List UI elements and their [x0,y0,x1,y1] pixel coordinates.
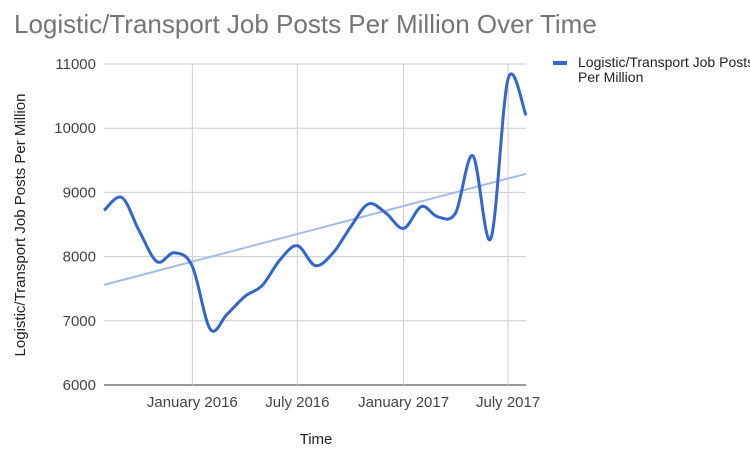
series-line [102,72,528,333]
y-tick-label: 8000 [63,249,96,266]
trendline-layer [103,172,527,286]
legend-label: Logistic/Transport Job Posts Per Million [578,54,750,85]
grid [104,63,526,386]
y-tick-label: 9000 [63,184,96,201]
y-tick-label: 11000 [55,56,96,73]
x-axis-label: Time [300,431,333,448]
x-tick-label: July 2017 [476,394,540,411]
y-tick-label: 7000 [63,313,96,330]
legend: Logistic/Transport Job Posts Per Million [553,54,750,85]
y-axis-label: Logistic/Transport Job Posts Per Million [12,94,29,357]
trendline [103,172,527,286]
series-layer [102,72,528,333]
chart-title: Logistic/Transport Job Posts Per Million… [14,9,597,39]
y-tick-label: 6000 [63,377,96,394]
x-tick-label: January 2017 [358,394,449,411]
x-tick-label: July 2016 [265,394,329,411]
legend-swatch [553,61,567,65]
x-axis-ticks: January 2016 July 2016 January 2017 July 20… [147,394,540,411]
x-tick-label: January 2016 [147,394,238,411]
y-axis-ticks: 6000 7000 8000 9000 10000 11000 [54,56,96,394]
y-tick-label: 10000 [54,120,96,137]
